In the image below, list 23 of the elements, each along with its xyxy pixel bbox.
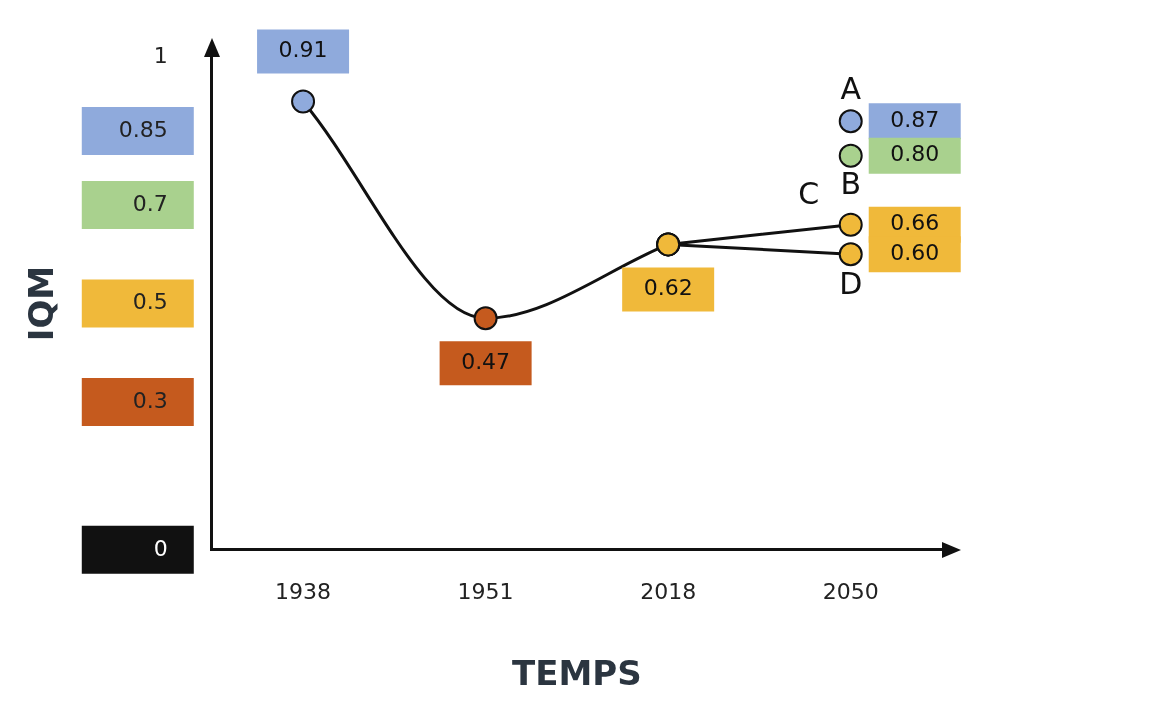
y-tick-label: 0.5	[132, 289, 168, 315]
data-label: 0.91	[278, 37, 328, 63]
data-label: 0.87	[890, 106, 940, 132]
y-tick-label: 0.7	[132, 190, 168, 216]
y-tick-label: 0	[153, 535, 168, 561]
data-label: 0.60	[890, 239, 940, 265]
x-tick-label: 1951	[457, 578, 514, 604]
data-label: 0.80	[890, 141, 940, 167]
x-tick-label: 2050	[822, 578, 879, 604]
y-axis-title: IQM	[21, 265, 62, 342]
series-label: C	[798, 176, 820, 212]
x-tick-label: 1938	[275, 578, 332, 604]
y-tick-label: 1	[153, 42, 168, 68]
data-label: 0.66	[890, 210, 940, 236]
x-tick-label: 2018	[640, 578, 697, 604]
series-label: B	[840, 165, 862, 201]
x-axis-title: TEMPS	[512, 653, 642, 694]
y-tick-label: 0.85	[118, 116, 168, 142]
data-label: 0.62	[643, 275, 693, 301]
data-label: 0.47	[461, 349, 511, 374]
y-tick-label: 0.3	[132, 387, 168, 413]
series-label: D	[839, 266, 863, 302]
series-label: A	[840, 71, 862, 107]
